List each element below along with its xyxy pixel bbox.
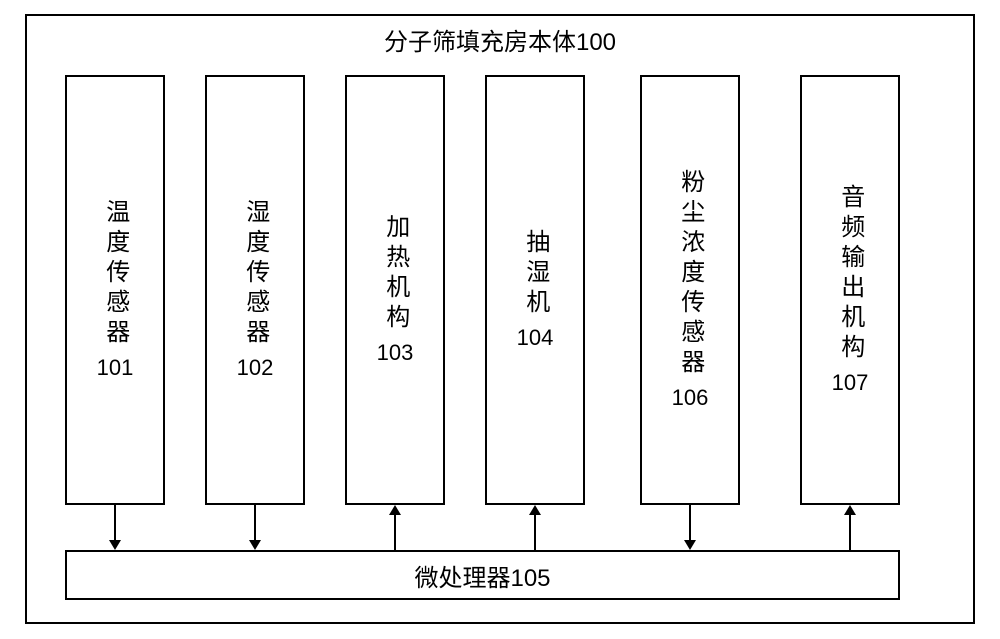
num-temp-sensor: 101 [97, 355, 134, 381]
num-audio-output: 107 [832, 370, 869, 396]
arrow-head [844, 505, 856, 515]
label-audio-output: 音频输出机构 [833, 184, 867, 364]
label-dehumidifier: 抽湿机 [518, 229, 552, 319]
arrow-shaft [689, 505, 691, 540]
arrow-shaft [849, 515, 851, 550]
arrow-head [109, 540, 121, 550]
arrow-shaft [534, 515, 536, 550]
box-dehumidifier: 抽湿机 104 [485, 75, 585, 505]
arrow-shaft [114, 505, 116, 540]
arrow-head [529, 505, 541, 515]
label-temp-sensor: 温度传感器 [98, 199, 132, 349]
num-humidity-sensor: 102 [237, 355, 274, 381]
arrow-shaft [394, 515, 396, 550]
arrow-head [684, 540, 696, 550]
arrow-shaft [254, 505, 256, 540]
box-temp-sensor: 温度传感器 101 [65, 75, 165, 505]
label-dust-sensor: 粉尘浓度传感器 [673, 169, 707, 379]
box-dust-sensor: 粉尘浓度传感器 106 [640, 75, 740, 505]
box-heating-mech: 加热机构 103 [345, 75, 445, 505]
arrow-head [249, 540, 261, 550]
diagram-title: 分子筛填充房本体100 [25, 22, 975, 57]
diagram-canvas: 分子筛填充房本体100 温度传感器 101 湿度传感器 102 加热机构 103… [0, 0, 1000, 639]
num-heating-mech: 103 [377, 340, 414, 366]
box-humidity-sensor: 湿度传感器 102 [205, 75, 305, 505]
num-dust-sensor: 106 [672, 385, 709, 411]
box-processor: 微处理器105 [65, 550, 900, 600]
box-audio-output: 音频输出机构 107 [800, 75, 900, 505]
label-heating-mech: 加热机构 [378, 214, 412, 334]
label-humidity-sensor: 湿度传感器 [238, 199, 272, 349]
num-dehumidifier: 104 [517, 325, 554, 351]
arrow-head [389, 505, 401, 515]
